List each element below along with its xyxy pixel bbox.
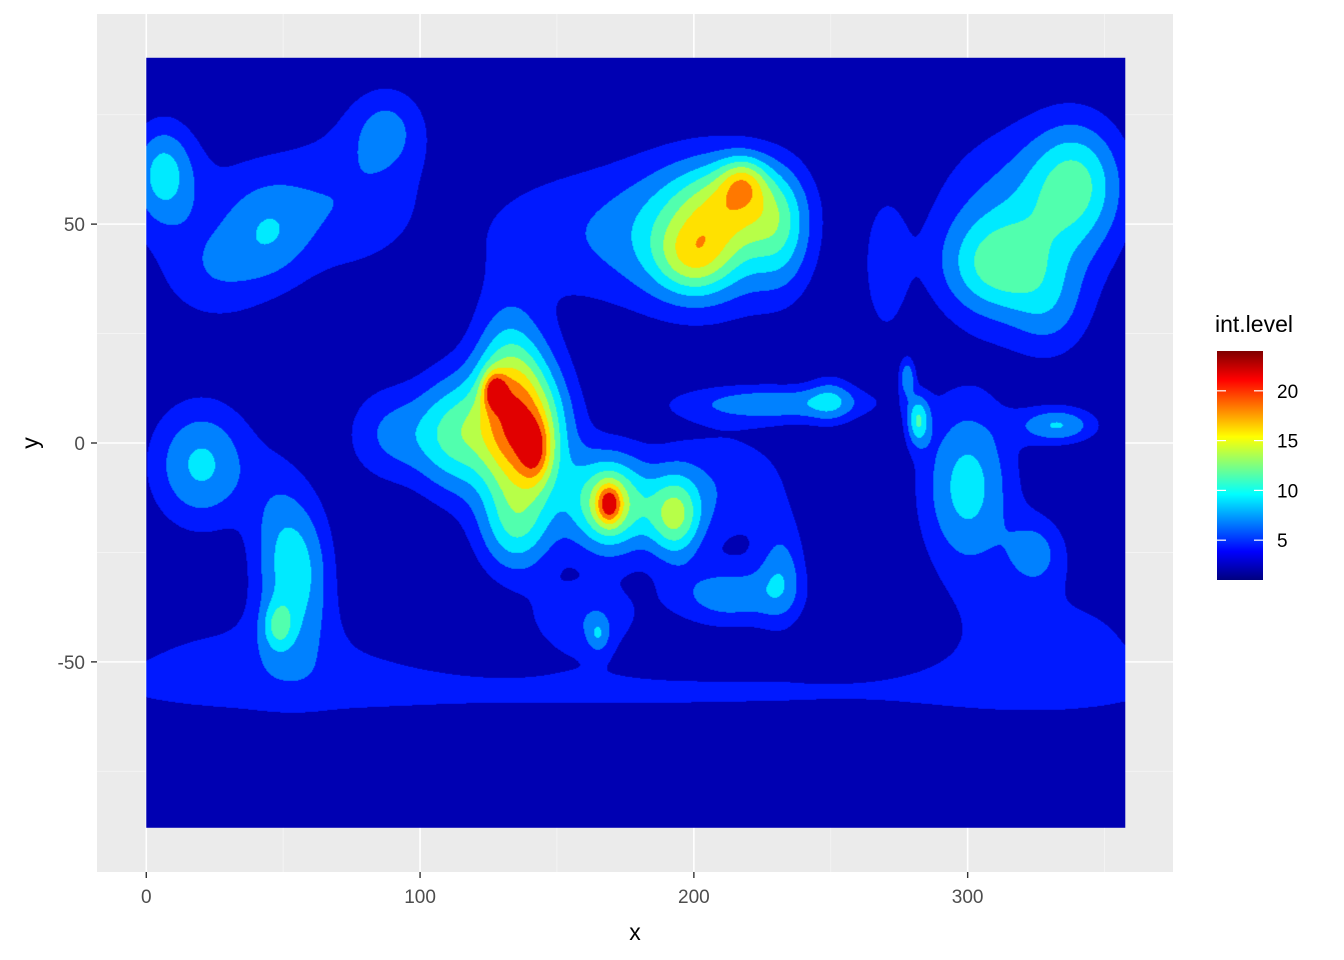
legend-colorbar bbox=[1217, 351, 1263, 580]
y-tick-label: 0 bbox=[74, 434, 85, 455]
legend-tick-label: 10 bbox=[1277, 481, 1298, 502]
legend-tick-label: 20 bbox=[1277, 382, 1298, 403]
x-tick-label: 300 bbox=[952, 887, 984, 908]
contour-fill bbox=[146, 58, 1125, 828]
y-tick-label: 50 bbox=[64, 215, 85, 236]
x-tick-label: 100 bbox=[404, 887, 436, 908]
legend: int.level 5 10 15 20 bbox=[1215, 311, 1298, 580]
contour-raster bbox=[146, 58, 1125, 828]
legend-title: int.level bbox=[1215, 311, 1293, 337]
y-tick-label: -50 bbox=[58, 653, 85, 674]
x-tick-label: 0 bbox=[141, 887, 152, 908]
x-axis-title: x bbox=[629, 919, 641, 945]
legend-tick-label: 15 bbox=[1277, 432, 1298, 453]
legend-tick-label: 5 bbox=[1277, 531, 1288, 552]
y-axis-title: y bbox=[17, 437, 43, 449]
x-tick-label: 200 bbox=[678, 887, 710, 908]
